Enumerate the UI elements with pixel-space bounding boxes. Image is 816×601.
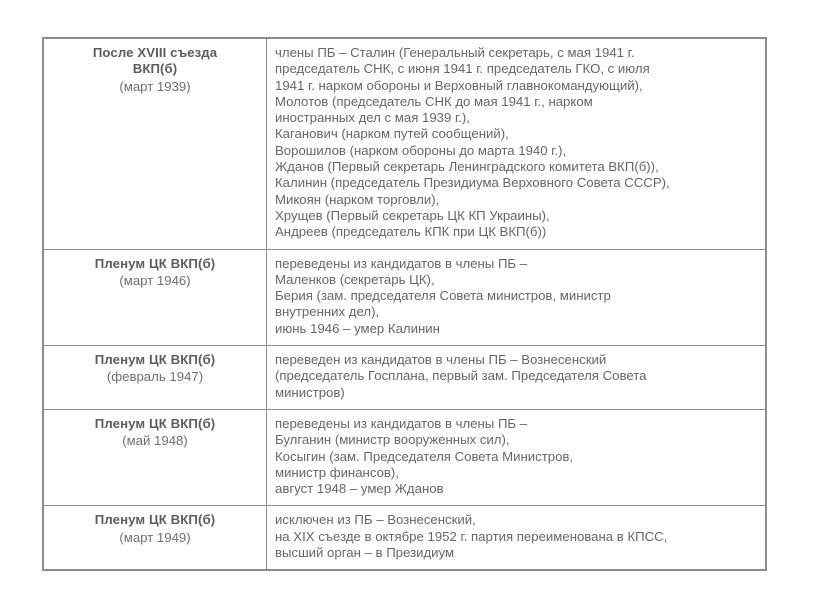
table-row: Пленум ЦК ВКП(б) (февраль 1947) переведе…: [42, 345, 767, 410]
history-table: После XVIII съезда ВКП(б) (март 1939) чл…: [42, 37, 767, 572]
detail-line: Ворошилов (нарком обороны до марта 1940 …: [275, 142, 567, 158]
detail-line: исключен из ПБ – Вознесенский,: [275, 512, 476, 528]
event-cell: После XVIII съезда ВКП(б) (март 1939): [42, 37, 267, 250]
detail-line: внутренних дел),: [275, 304, 380, 320]
detail-line: Микоян (нарком торговли),: [275, 191, 440, 207]
detail-cell: члены ПБ – Сталин (Генеральный секретарь…: [266, 37, 767, 250]
detail-line: Булганин (министр вооруженных сил),: [275, 432, 510, 448]
table-row: Пленум ЦК ВКП(б) (март 1949) исключен из…: [42, 505, 767, 571]
detail-line: август 1948 – умер Жданов: [275, 481, 444, 497]
table-body: После XVIII съезда ВКП(б) (март 1939) чл…: [42, 37, 767, 571]
detail-line: Андреев (председатель КПК при ЦК ВКП(б)): [275, 224, 547, 240]
event-title-line-1: Пленум ЦК ВКП(б): [94, 352, 216, 368]
detail-line: 1941 г. нарком обороны и Верховный главн…: [275, 77, 643, 93]
event-date: (март 1949): [119, 529, 191, 545]
detail-line: переведены из кандидатов в члены ПБ –: [275, 415, 528, 431]
detail-cell: исключен из ПБ – Вознесенский, на XIX съ…: [266, 505, 767, 571]
event-cell: Пленум ЦК ВКП(б) (март 1949): [42, 505, 267, 571]
table-row: Пленум ЦК ВКП(б) (май 1948) переведены и…: [42, 408, 767, 507]
detail-line: переведены из кандидатов в члены ПБ –: [275, 255, 528, 271]
event-date: (март 1946): [119, 272, 191, 288]
table-container: После XVIII съезда ВКП(б) (март 1939) чл…: [42, 37, 767, 572]
detail-line: Каганович (нарком путей сообщений),: [275, 126, 509, 142]
event-title-line-2: ВКП(б): [132, 61, 178, 77]
detail-line: министров): [275, 384, 345, 400]
detail-line: (председатель Госплана, первый зам. Пред…: [275, 368, 647, 384]
detail-line: Косыгин (зам. Председателя Совета Минист…: [275, 448, 574, 464]
event-cell: Пленум ЦК ВКП(б) (май 1948): [42, 408, 267, 507]
event-date: (март 1939): [119, 78, 191, 94]
detail-line: Маленков (секретарь ЦК),: [275, 271, 435, 287]
detail-line: переведен из кандидатов в члены ПБ – Воз…: [275, 352, 607, 368]
detail-line: Калинин (председатель Президиума Верховн…: [275, 175, 670, 191]
event-title-line-1: Пленум ЦК ВКП(б): [94, 415, 216, 431]
event-cell: Пленум ЦК ВКП(б) (февраль 1947): [42, 345, 267, 410]
detail-cell: переведены из кандидатов в члены ПБ – Бу…: [266, 408, 767, 507]
detail-line: Молотов (председатель СНК до мая 1941 г.…: [275, 93, 593, 109]
event-date: (февраль 1947): [106, 369, 204, 385]
detail-line: Жданов (Первый секретарь Ленинградского …: [275, 159, 659, 175]
event-cell: Пленум ЦК ВКП(б) (март 1946): [42, 248, 267, 347]
detail-line: Берия (зам. председателя Совета министро…: [275, 288, 611, 304]
detail-cell: переведены из кандидатов в члены ПБ – Ма…: [266, 248, 767, 347]
detail-line: Хрущев (Первый секретарь ЦК КП Украины),: [275, 207, 550, 223]
detail-line: июнь 1946 – умер Калинин: [275, 320, 440, 336]
detail-line: высший орган – в Президиум: [275, 545, 455, 561]
event-title-line-1: Пленум ЦК ВКП(б): [94, 255, 216, 271]
detail-line: иностранных дел с мая 1939 г.),: [275, 110, 470, 126]
detail-line: председатель СНК, с июня 1941 г. председ…: [275, 61, 650, 77]
detail-line: министр финансов),: [275, 464, 399, 480]
detail-line: члены ПБ – Сталин (Генеральный секретарь…: [275, 45, 635, 60]
detail-line: на XIX съезде в октябре 1952 г. партия п…: [275, 528, 668, 544]
table-row: После XVIII съезда ВКП(б) (март 1939) чл…: [42, 37, 767, 250]
event-title-line-1: Пленум ЦК ВКП(б): [94, 512, 216, 528]
detail-cell: переведен из кандидатов в члены ПБ – Воз…: [266, 345, 767, 410]
event-title-line-1: После XVIII съезда: [92, 45, 218, 60]
event-date: (май 1948): [122, 433, 188, 449]
table-row: Пленум ЦК ВКП(б) (март 1946) переведены …: [42, 248, 767, 347]
